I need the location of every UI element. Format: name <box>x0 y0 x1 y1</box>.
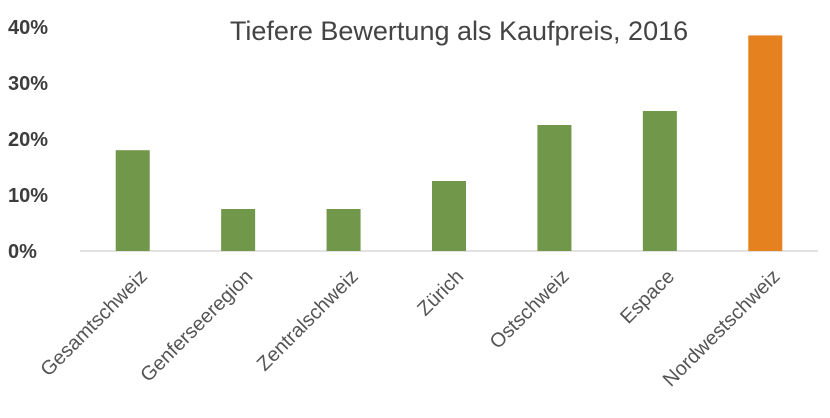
chart-title: Tiefere Bewertung als Kaufpreis, 2016 <box>230 16 688 46</box>
y-tick-label: 10% <box>8 185 48 207</box>
bar <box>326 209 361 251</box>
bar <box>642 111 677 251</box>
y-tick-label: 30% <box>8 73 48 95</box>
x-tick-label: Ostschweiz <box>486 266 574 354</box>
bars-group <box>115 35 783 252</box>
bar <box>115 150 150 251</box>
y-tick-label: 40% <box>8 17 48 39</box>
y-axis: 0% 10% 20% 30% 40% <box>8 17 48 263</box>
x-tick-label: Zentralschweiz <box>253 266 363 376</box>
bar <box>221 209 256 251</box>
x-axis: GesamtschweizGenferseeregionZentralschwe… <box>36 266 784 392</box>
x-tick-label: Zürich <box>413 266 468 321</box>
bar <box>432 181 466 251</box>
y-tick-label: 0% <box>8 241 37 263</box>
bar <box>537 125 572 251</box>
bar <box>748 35 783 252</box>
x-tick-label: Espace <box>616 266 679 329</box>
x-tick-label: Genferseeregion <box>136 266 257 387</box>
x-tick-label: Nordwestschweiz <box>659 266 785 392</box>
x-tick-label: Gesamtschweiz <box>36 266 151 381</box>
y-tick-label: 20% <box>8 129 48 151</box>
